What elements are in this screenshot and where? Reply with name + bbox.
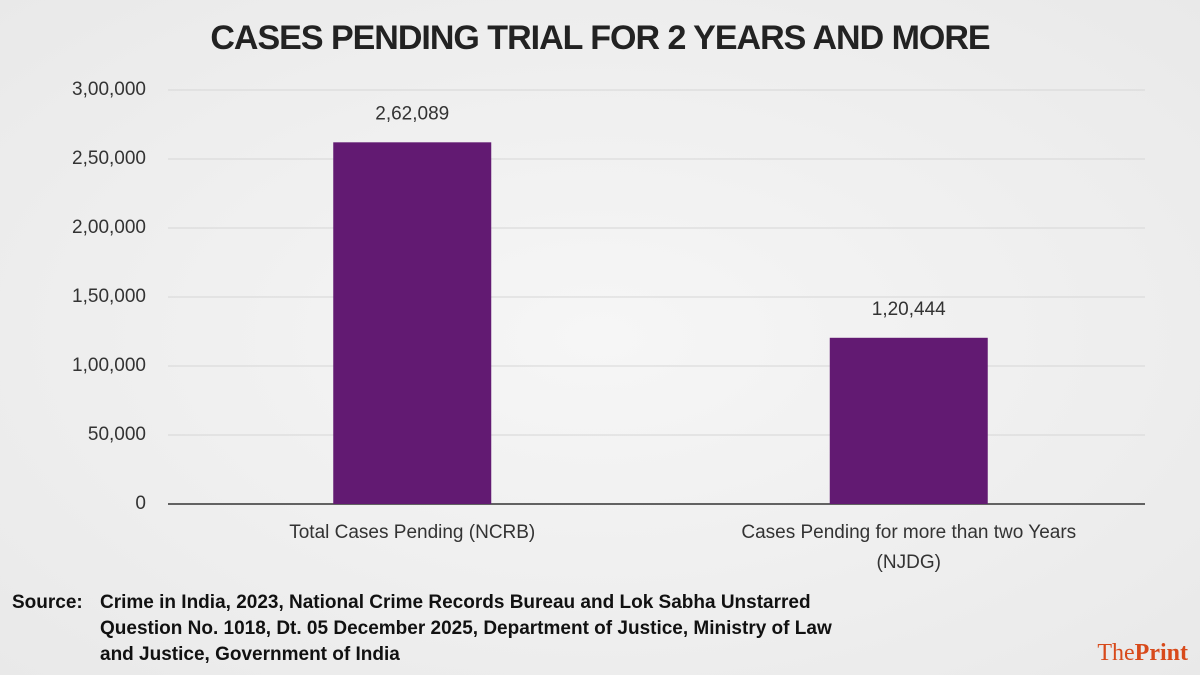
- value-label: 1,20,444: [872, 299, 946, 320]
- bar: [333, 142, 492, 504]
- y-tick-label: 2,00,000: [72, 217, 146, 238]
- y-tick-label: 3,00,000: [72, 79, 146, 100]
- bar: [829, 337, 988, 504]
- source-text: Crime in India, 2023, National Crime Rec…: [100, 592, 832, 665]
- logo: ThePrint: [1097, 640, 1188, 667]
- y-tick-label: 1,00,000: [72, 355, 146, 376]
- y-tick-label: 0: [135, 493, 146, 514]
- chart-title: CASES PENDING TRIAL FOR 2 YEARS AND MORE: [210, 19, 990, 57]
- x-tick-label: Total Cases Pending (NCRB): [289, 522, 536, 543]
- y-tick-label: 50,000: [88, 424, 146, 445]
- source: Source: Crime in India, 2023, National C…: [12, 590, 842, 668]
- y-tick-label: 2,50,000: [72, 148, 146, 169]
- logo-the: The: [1097, 640, 1135, 666]
- y-tick-label: 1,50,000: [72, 286, 146, 307]
- value-label: 2,62,089: [375, 103, 449, 124]
- x-tick-label: Cases Pending for more than two Years (N…: [741, 522, 1077, 573]
- source-label: Source:: [12, 592, 83, 613]
- logo-print: Print: [1134, 640, 1188, 666]
